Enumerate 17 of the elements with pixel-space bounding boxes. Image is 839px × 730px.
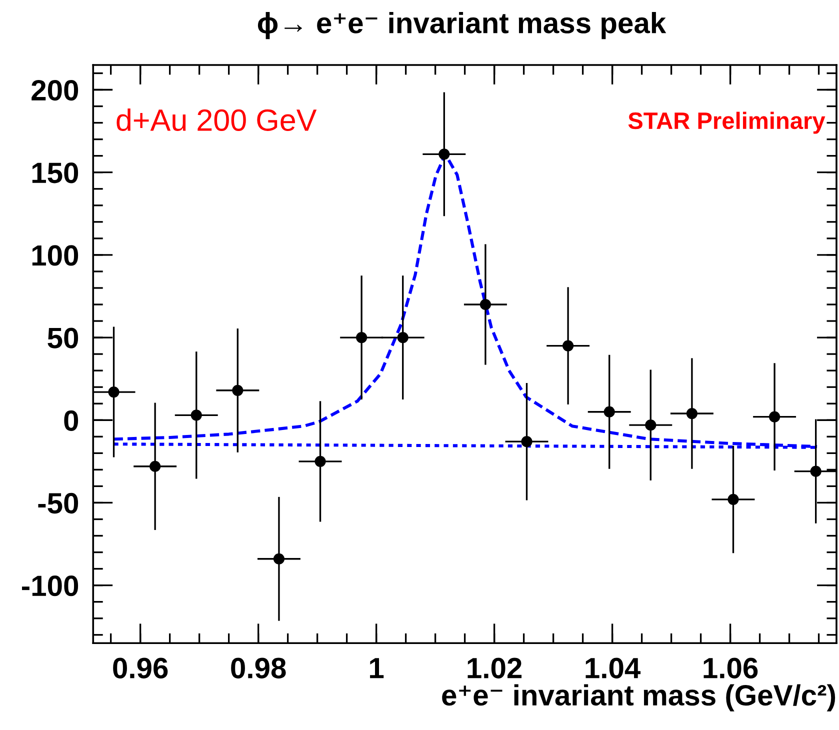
y-tick-label: 100: [32, 245, 78, 266]
annotation: d+Au 200 GeV: [116, 108, 317, 131]
x-tick-label: 1.04: [586, 658, 641, 678]
x-tick-label: 0.96: [113, 658, 168, 678]
x-tick-label: 1: [370, 658, 384, 678]
y-tick-label: 200: [32, 80, 78, 101]
y-tick-label: 50: [48, 328, 78, 348]
annotation: STAR Preliminary: [628, 112, 826, 134]
x-axis-title: e⁺e⁻ invariant mass (GeV/c²): [442, 684, 836, 712]
chart-title: ϕ→ e⁺e⁻ invariant mass peak: [258, 12, 666, 40]
x-tick-label: 0.98: [231, 658, 286, 678]
y-tick-label: -50: [38, 492, 78, 514]
x-tick-label: 1.06: [704, 658, 758, 678]
y-tick-label: -100: [22, 576, 78, 596]
y-tick-label: 0: [64, 410, 78, 431]
x-tick-label: 1.02: [468, 658, 522, 678]
y-tick-label: 150: [32, 162, 78, 184]
